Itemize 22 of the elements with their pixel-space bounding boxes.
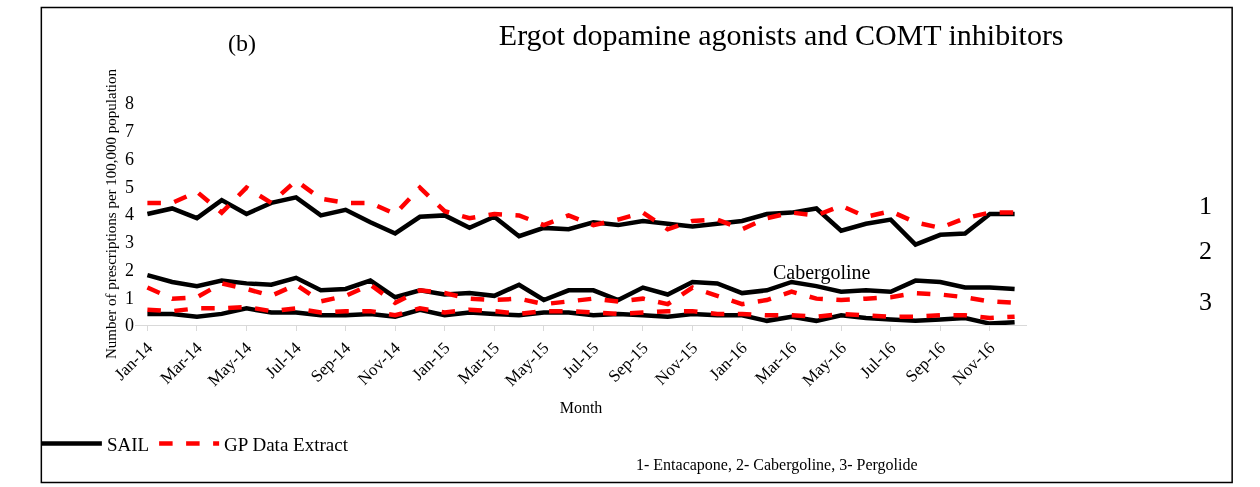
y-tick-label: 1 <box>125 287 134 308</box>
y-tick-label: 4 <box>125 204 134 225</box>
y-tick-label: 6 <box>125 148 134 169</box>
line-series <box>145 195 1017 247</box>
legend-label: SAIL <box>106 433 150 455</box>
y-tick-label: 7 <box>125 121 134 142</box>
x-axis-title: Month <box>559 398 603 416</box>
y-tick-label: 0 <box>125 315 134 336</box>
text: 2 <box>1199 236 1212 265</box>
y-tick-label: 3 <box>125 232 134 253</box>
y-tick-label: 5 <box>125 176 134 197</box>
line-series <box>145 304 1017 321</box>
chart-title: Ergot dopamine agonists and COMT inhibitors <box>498 17 1064 51</box>
text: 1 <box>1199 191 1212 220</box>
text: 1- Entacapone, 2- Cabergoline, 3- Pergolide <box>636 456 918 474</box>
y-axis-title: Number of prescriptions per 100,000 population <box>103 68 120 359</box>
y-tick-label: 2 <box>125 259 134 280</box>
text: (b) <box>228 30 256 56</box>
legend-label: GP Data Extract <box>224 433 349 455</box>
y-tick-label: 8 <box>125 93 134 114</box>
annotation: Cabergoline <box>773 261 871 284</box>
text: 3 <box>1199 287 1212 316</box>
